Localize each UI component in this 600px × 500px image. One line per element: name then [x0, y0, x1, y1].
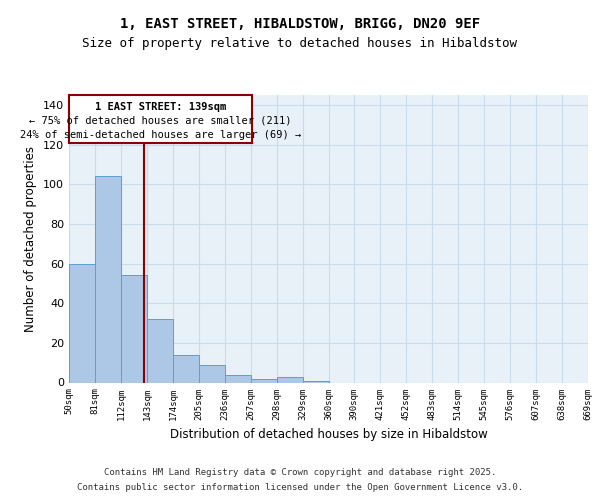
Text: ← 75% of detached houses are smaller (211): ← 75% of detached houses are smaller (21…: [29, 116, 292, 126]
Text: Contains public sector information licensed under the Open Government Licence v3: Contains public sector information licen…: [77, 483, 523, 492]
Bar: [225, 374, 251, 382]
Bar: [303, 380, 329, 382]
Text: 1, EAST STREET, HIBALDSTOW, BRIGG, DN20 9EF: 1, EAST STREET, HIBALDSTOW, BRIGG, DN20 …: [120, 18, 480, 32]
Bar: [95, 176, 121, 382]
X-axis label: Distribution of detached houses by size in Hibaldstow: Distribution of detached houses by size …: [170, 428, 487, 441]
Text: Size of property relative to detached houses in Hibaldstow: Size of property relative to detached ho…: [83, 38, 517, 51]
Bar: [251, 378, 277, 382]
Bar: [173, 354, 199, 382]
Bar: [121, 276, 147, 382]
Y-axis label: Number of detached properties: Number of detached properties: [25, 146, 37, 332]
Text: 24% of semi-detached houses are larger (69) →: 24% of semi-detached houses are larger (…: [20, 130, 301, 140]
Bar: [277, 376, 303, 382]
Bar: [199, 364, 225, 382]
Bar: [147, 319, 173, 382]
Text: 1 EAST STREET: 139sqm: 1 EAST STREET: 139sqm: [95, 102, 226, 112]
FancyBboxPatch shape: [69, 95, 252, 142]
Bar: [69, 264, 95, 382]
Text: Contains HM Land Registry data © Crown copyright and database right 2025.: Contains HM Land Registry data © Crown c…: [104, 468, 496, 477]
